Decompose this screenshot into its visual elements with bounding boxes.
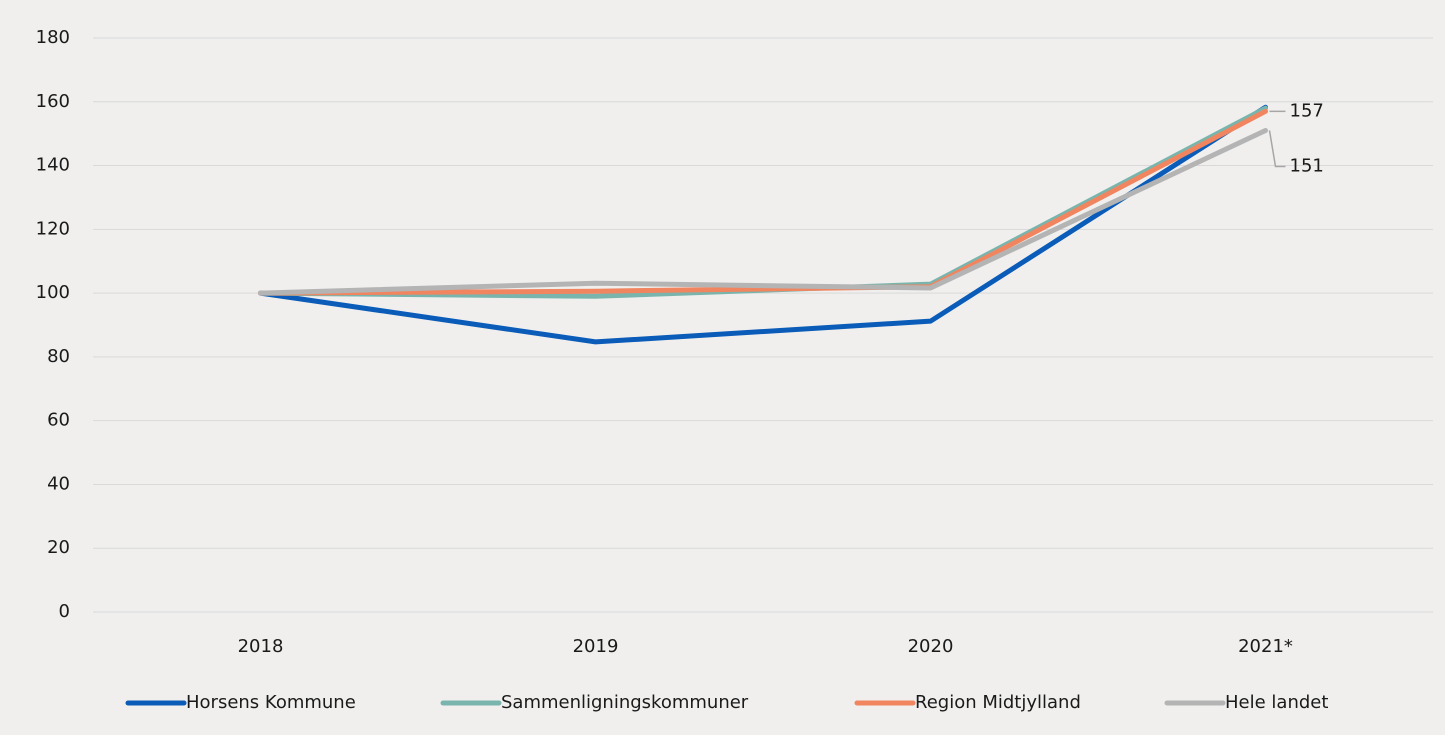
- y-tick-label: 180: [36, 27, 70, 48]
- data-label: 151: [1290, 155, 1324, 176]
- legend-label: Hele landet: [1225, 692, 1328, 713]
- y-tick-label: 140: [36, 155, 70, 176]
- series-line: [258, 104, 1268, 345]
- y-tick-label: 160: [36, 91, 70, 112]
- y-tick-label: 120: [36, 218, 70, 239]
- y-tick-label: 60: [47, 410, 70, 431]
- y-tick-label: 20: [47, 537, 70, 558]
- x-tick-label: 2018: [238, 636, 284, 657]
- y-tick-label: 0: [59, 601, 70, 622]
- x-tick-label: 2021*: [1238, 636, 1293, 657]
- leader-line: [1268, 130, 1286, 168]
- y-tick-label: 40: [47, 473, 70, 494]
- x-tick-label: 2019: [573, 636, 619, 657]
- data-label: 157: [1290, 100, 1324, 121]
- series-line: [258, 127, 1268, 296]
- legend-label: Horsens Kommune: [186, 692, 356, 713]
- y-tick-label: 100: [36, 282, 70, 303]
- legend-label: Sammenligningskommuner: [501, 692, 749, 713]
- x-tick-label: 2020: [908, 636, 954, 657]
- y-tick-label: 80: [47, 346, 70, 367]
- legend-label: Region Midtjylland: [915, 692, 1081, 713]
- series-line: [258, 108, 1268, 296]
